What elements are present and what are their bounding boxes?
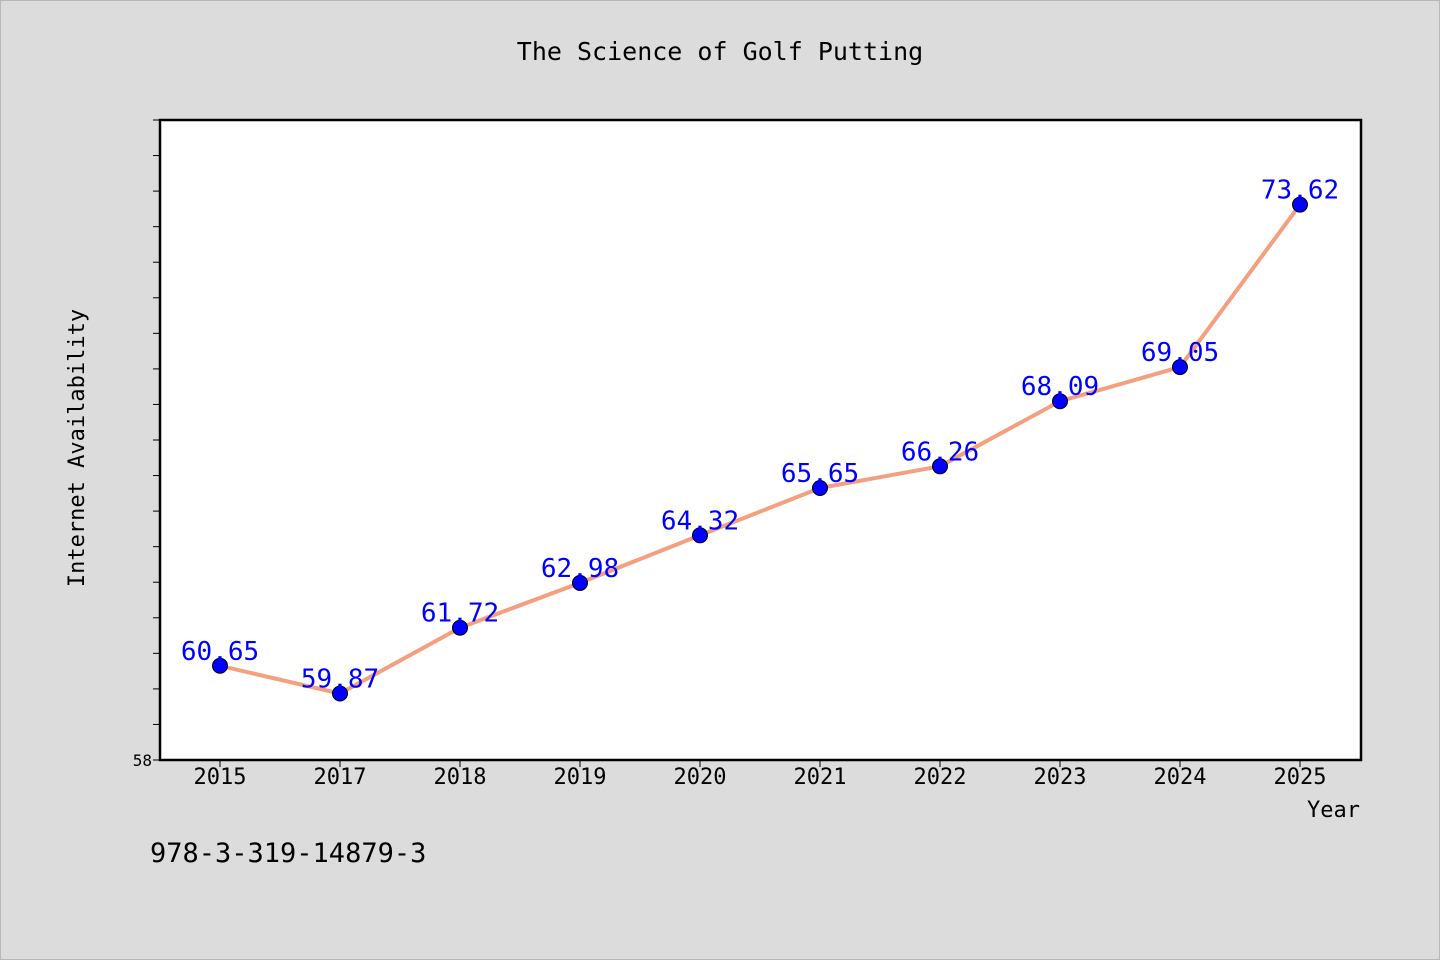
data-label: 61.72 (421, 599, 499, 629)
data-label: 66.26 (901, 437, 979, 467)
data-label-layer: 60.65 59.87 61.72 62.98 64.32 65.65 66.26 68.09… (181, 176, 1339, 695)
data-label: 62.98 (541, 554, 619, 584)
data-label: 69.05 (1141, 338, 1219, 368)
data-point (932, 458, 948, 475)
x-tick-label: 2018 (434, 765, 487, 790)
series-layer (218, 202, 1302, 696)
data-label: 65.65 (781, 459, 859, 489)
data-label: 68.09 (1021, 372, 1099, 402)
x-axis-label: Year (1307, 798, 1360, 823)
data-label: 59.87 (301, 665, 379, 695)
data-point (1292, 196, 1308, 213)
chart-title: The Science of Golf Putting (517, 37, 923, 66)
data-label: 73.62 (1261, 176, 1339, 206)
series-line (218, 202, 1302, 696)
x-tick-label: 2024 (1154, 765, 1207, 790)
marker-layer (212, 196, 1308, 702)
x-tick-label: 2021 (794, 765, 847, 790)
x-tick-label: 2017 (314, 765, 367, 790)
x-axis-ticks: 2015 2017 2018 2019 2020 2021 2022 2023 2024 2025 (194, 760, 1327, 790)
isbn-annotation: 978-3-319-14879-3 (150, 838, 426, 869)
data-point (332, 685, 348, 702)
x-tick-label: 2020 (674, 765, 727, 790)
data-point (212, 657, 228, 674)
x-tick-label: 2015 (194, 765, 247, 790)
data-point (692, 527, 708, 544)
data-point (452, 619, 468, 636)
data-point (1052, 393, 1068, 410)
y-axis-ticks: 58 (133, 119, 160, 770)
x-tick-label: 2019 (554, 765, 607, 790)
data-label: 60.65 (181, 637, 259, 667)
x-tick-label: 2025 (1274, 765, 1327, 790)
data-point (812, 480, 828, 496)
data-label: 64.32 (661, 506, 739, 536)
y-tick-label: 58 (133, 751, 152, 770)
x-tick-label: 2023 (1034, 765, 1087, 790)
data-point (1172, 359, 1188, 376)
x-tick-label: 2022 (914, 765, 967, 790)
data-point (572, 574, 588, 591)
y-axis-label: Internet Availability (65, 309, 90, 587)
plot-area (158, 118, 1363, 762)
plot-frame (158, 118, 1363, 762)
